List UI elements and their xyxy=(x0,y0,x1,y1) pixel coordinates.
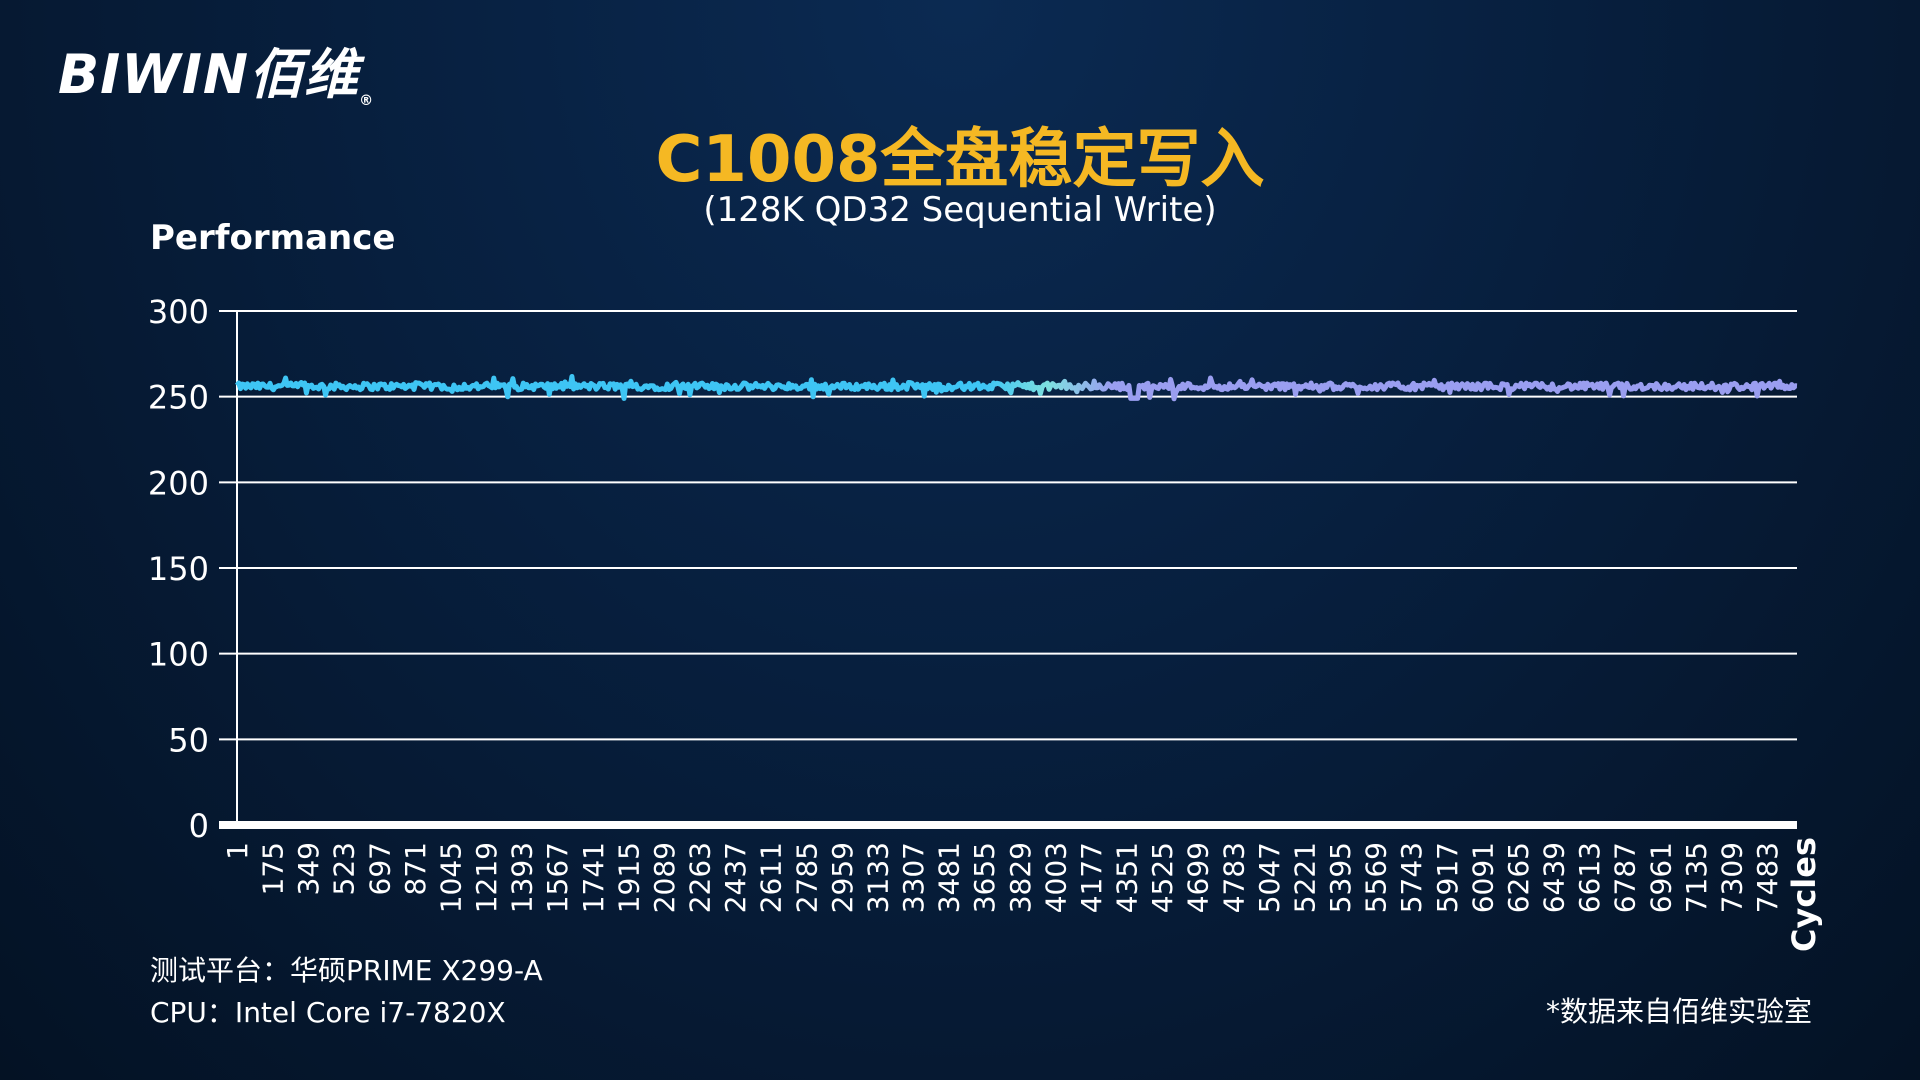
x-tick-label: 5917 xyxy=(1431,842,1464,913)
x-tick-label: 2611 xyxy=(755,842,788,913)
y-tick-label: 150 xyxy=(148,550,209,588)
logo-text: BIWIN佰维 xyxy=(58,43,360,106)
x-tick-label: 175 xyxy=(257,842,290,895)
x-tick-label: 871 xyxy=(399,842,432,895)
x-tick-label: 1219 xyxy=(470,842,503,913)
y-tick-label: 100 xyxy=(148,636,209,674)
x-tick-label: 3655 xyxy=(968,842,1001,913)
chart-title: C1008全盘稳定写入 xyxy=(655,123,1265,197)
x-tick-label: 349 xyxy=(292,842,325,895)
x-tick-label: 1567 xyxy=(541,842,574,913)
x-tick-label: 5221 xyxy=(1288,842,1321,913)
x-tick-label: 3133 xyxy=(861,842,894,913)
series-line xyxy=(234,374,1798,402)
x-tick-label: 2089 xyxy=(648,842,681,913)
x-tick-label: 7135 xyxy=(1680,842,1713,913)
y-tick-label: 50 xyxy=(168,721,209,759)
x-tick-label: 4003 xyxy=(1039,842,1072,913)
x-tick-label: 5743 xyxy=(1395,842,1428,913)
x-tick-label: 1045 xyxy=(434,842,467,913)
y-tick-label: 250 xyxy=(148,379,209,417)
x-tick-label: 5395 xyxy=(1324,842,1357,913)
y-axis-label: Performance xyxy=(150,218,396,258)
x-tick-label: 6265 xyxy=(1502,842,1535,913)
platform-text: 测试平台：华硕PRIME X299-A xyxy=(150,954,543,987)
x-tick-label: 5569 xyxy=(1360,842,1393,913)
x-tick-label: 3307 xyxy=(897,842,930,913)
data-source-note: *数据来自佰维实验室 xyxy=(1545,995,1812,1028)
biwin-logo: BIWIN佰维® xyxy=(58,30,374,109)
x-tick-label: 6787 xyxy=(1609,842,1642,913)
x-tick-label: 3829 xyxy=(1004,842,1037,913)
x-tick-label: 1915 xyxy=(612,842,645,913)
x-tick-label: 697 xyxy=(363,842,396,895)
x-tick-label: 6091 xyxy=(1466,842,1499,913)
x-tick-label: 7483 xyxy=(1751,842,1784,913)
cpu-text: CPU：Intel Core i7-7820X xyxy=(150,996,506,1029)
x-tick-label: 4351 xyxy=(1111,842,1144,913)
x-tick-label: 4699 xyxy=(1182,842,1215,913)
x-tick-label: 4177 xyxy=(1075,842,1108,913)
x-tick-label: 4783 xyxy=(1217,842,1250,913)
y-tick-label: 300 xyxy=(148,293,209,331)
x-tick-label: 6961 xyxy=(1644,842,1677,913)
y-tick-label: 200 xyxy=(148,464,209,502)
x-tick-label: 2437 xyxy=(719,842,752,913)
x-tick-label: 6613 xyxy=(1573,842,1606,913)
x-tick-label: 1393 xyxy=(506,842,539,913)
chart-subtitle: (128K QD32 Sequential Write) xyxy=(703,190,1217,230)
x-tick-label: 523 xyxy=(328,842,361,895)
x-tick-label: 5047 xyxy=(1253,842,1286,913)
x-tick-label: 1741 xyxy=(577,842,610,913)
x-tick-label: 3481 xyxy=(933,842,966,913)
test-platform-info: 测试平台：华硕PRIME X299-A CPU：Intel Core i7-78… xyxy=(150,950,543,1034)
x-tick-label: 2263 xyxy=(684,842,717,913)
x-tick-label: 2959 xyxy=(826,842,859,913)
y-tick-label: 0 xyxy=(189,807,209,845)
x-tick-label: 2785 xyxy=(790,842,823,913)
x-axis-label: Cycles xyxy=(1785,837,1823,952)
x-tick-label: 7309 xyxy=(1715,842,1748,913)
x-tick-label: 4525 xyxy=(1146,842,1179,913)
x-tick-label: 6439 xyxy=(1538,842,1571,913)
registered-mark: ® xyxy=(359,93,375,109)
x-tick-label: 1 xyxy=(221,842,254,860)
